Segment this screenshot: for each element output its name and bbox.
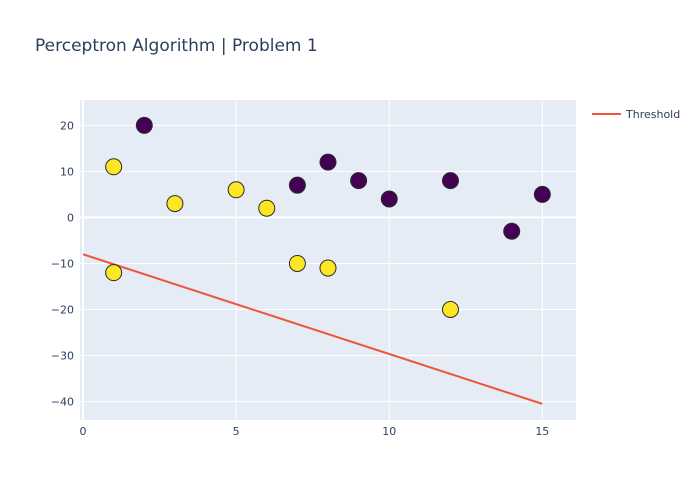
- y-tick-label: −40: [51, 396, 74, 409]
- x-tick-label: 15: [535, 425, 549, 438]
- scatter-point-12: [350, 172, 368, 190]
- scatter-point-2: [166, 195, 184, 213]
- x-tick-label: 10: [382, 425, 396, 438]
- y-tick-label: −30: [51, 350, 74, 363]
- x-tick-label: 0: [80, 425, 87, 438]
- y-tick-label: −10: [51, 257, 74, 270]
- y-tick-label: 20: [60, 119, 74, 132]
- scatter-point-16: [533, 185, 551, 203]
- scatter-point-1: [105, 158, 123, 176]
- y-tick-label: −20: [51, 303, 74, 316]
- x-tick-label: 5: [233, 425, 240, 438]
- scatter-point-5: [288, 254, 306, 272]
- markers-layer: [105, 116, 551, 318]
- grid-lines: [80, 100, 576, 420]
- scatter-point-11: [319, 153, 337, 171]
- scatter-point-4: [258, 199, 276, 217]
- threshold-layer: [82, 253, 543, 405]
- threshold-line: [82, 253, 543, 405]
- scatter-point-6: [319, 259, 337, 277]
- y-tick-label: 10: [60, 165, 74, 178]
- y-tick-label: 0: [67, 211, 74, 224]
- scatter-point-9: [135, 116, 153, 134]
- scatter-point-10: [288, 176, 306, 194]
- scatter-point-13: [380, 190, 398, 208]
- scatter-point-15: [503, 222, 521, 240]
- scatter-point-3: [227, 181, 245, 199]
- scatter-point-8: [441, 300, 459, 318]
- legend: Threshold: [592, 108, 680, 121]
- legend-label-threshold: Threshold: [625, 108, 680, 121]
- tick-labels: 0 5 10 15 20 10 0 −10 −20 −30 −40: [51, 119, 550, 438]
- chart-title: Perceptron Algorithm | Problem 1: [35, 36, 318, 56]
- scatter-point-14: [441, 172, 459, 190]
- scatter-point-7: [105, 264, 123, 282]
